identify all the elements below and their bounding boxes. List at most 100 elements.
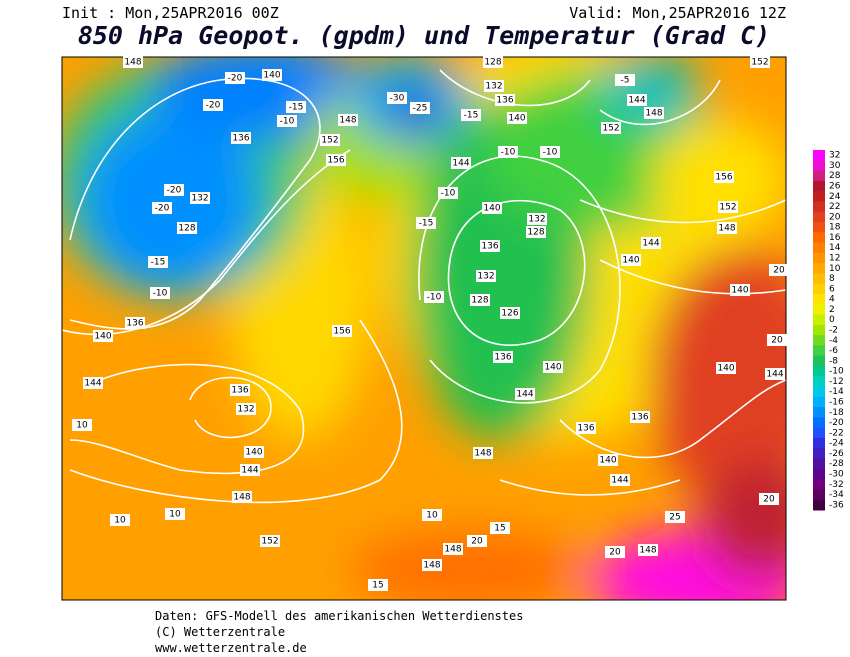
label-text: 128: [527, 228, 544, 238]
label-text: -10: [543, 148, 558, 158]
isoline-label: 156: [332, 325, 352, 337]
valid-time: Valid: Mon,25APR2016 12Z: [569, 4, 786, 22]
label-text: 148: [645, 109, 662, 119]
label-box: [718, 201, 738, 213]
label-text: 10: [169, 510, 181, 520]
label-box: [767, 334, 787, 346]
label-text: -10: [441, 189, 456, 199]
legend-swatch: [813, 283, 825, 295]
isoline-label: 144: [515, 388, 535, 400]
isoline-label: 132: [484, 80, 504, 92]
isoline-label: 132: [476, 270, 496, 282]
isoline-label: 144: [451, 157, 471, 169]
legend-swatch: [813, 438, 825, 449]
label-box: [480, 240, 500, 252]
legend-swatch: [813, 335, 825, 346]
isoline-label: 136: [630, 411, 650, 423]
label-text: 25: [669, 513, 680, 523]
isoline-label: 148: [422, 559, 442, 571]
legend-label: 0: [829, 315, 835, 325]
legend-swatch: [813, 499, 825, 511]
label-text: 20: [609, 548, 621, 558]
isoline-label: 20: [467, 535, 487, 547]
label-box: [410, 102, 430, 114]
label-box: [438, 187, 458, 199]
label-text: -20: [206, 101, 221, 111]
legend-label: -30: [829, 470, 844, 480]
label-box: [225, 72, 245, 84]
label-text: 10: [426, 511, 438, 521]
label-box: [177, 222, 197, 234]
legend-swatch: [813, 396, 825, 408]
label-text: 144: [452, 159, 469, 169]
legend-swatch: [813, 417, 825, 429]
isoline-label: -15: [461, 109, 481, 121]
label-box: [716, 362, 736, 374]
isoline-label: -10: [540, 146, 560, 158]
label-box: [526, 226, 546, 238]
label-box: [627, 94, 647, 106]
label-box: [277, 115, 297, 127]
label-box: [123, 56, 143, 68]
label-box: [750, 56, 770, 68]
legend-swatch: [813, 448, 825, 460]
legend-swatch: [813, 468, 825, 480]
isoline-label: 20: [759, 493, 779, 505]
isoline-label: 152: [320, 134, 340, 146]
label-text: 128: [178, 224, 195, 234]
legend-label: -8: [829, 356, 838, 366]
footer-source: Daten: GFS-Modell des amerikanischen Wet…: [155, 609, 523, 623]
label-text: 148: [124, 58, 141, 68]
label-text: 148: [444, 545, 461, 555]
legend-swatch: [813, 458, 825, 470]
isoline-label: 144: [610, 474, 630, 486]
legend-label: 26: [829, 182, 841, 192]
isoline-label: 148: [338, 114, 358, 126]
legend-swatch: [813, 160, 825, 172]
legend-label: 30: [829, 161, 841, 171]
legend-label: -34: [829, 490, 844, 500]
isoline-label: 148: [443, 543, 463, 555]
label-box: [576, 422, 596, 434]
legend-swatch: [813, 355, 825, 367]
isoline-label: -10: [277, 115, 297, 127]
isoline-label: 148: [644, 107, 664, 119]
isoline-label: 140: [543, 361, 563, 373]
label-box: [451, 157, 471, 169]
label-text: 10: [114, 516, 126, 526]
label-box: [484, 80, 504, 92]
legend-label: 24: [829, 192, 841, 202]
label-box: [498, 146, 518, 158]
label-box: [665, 511, 685, 523]
isoline-label: 140: [598, 454, 618, 466]
label-box: [240, 464, 260, 476]
label-text: 140: [544, 363, 561, 373]
isoline-label: 136: [493, 351, 513, 363]
legend-label: -6: [829, 346, 838, 356]
label-box: [165, 508, 185, 520]
label-text: 15: [372, 581, 383, 591]
label-box: [338, 114, 358, 126]
label-text: 152: [321, 136, 338, 146]
legend-label: -20: [829, 418, 844, 428]
label-text: 128: [471, 296, 488, 306]
isoline-label: 152: [601, 122, 621, 134]
label-text: 156: [333, 327, 350, 337]
label-box: [148, 256, 168, 268]
label-text: -20: [155, 204, 170, 214]
label-box: [515, 388, 535, 400]
label-text: 148: [233, 493, 250, 503]
label-box: [286, 101, 306, 113]
isoline-label: 128: [177, 222, 197, 234]
legend-label: -22: [829, 428, 844, 438]
legend-label: -2: [829, 326, 838, 336]
isoline-label: -5: [615, 74, 635, 86]
isoline-label: 132: [190, 192, 210, 204]
label-text: -10: [501, 148, 516, 158]
label-box: [630, 411, 650, 423]
isoline-label: 25: [665, 511, 685, 523]
label-box: [152, 202, 172, 214]
label-text: -10: [153, 289, 168, 299]
label-box: [730, 284, 750, 296]
isoline-label: -20: [164, 184, 184, 196]
